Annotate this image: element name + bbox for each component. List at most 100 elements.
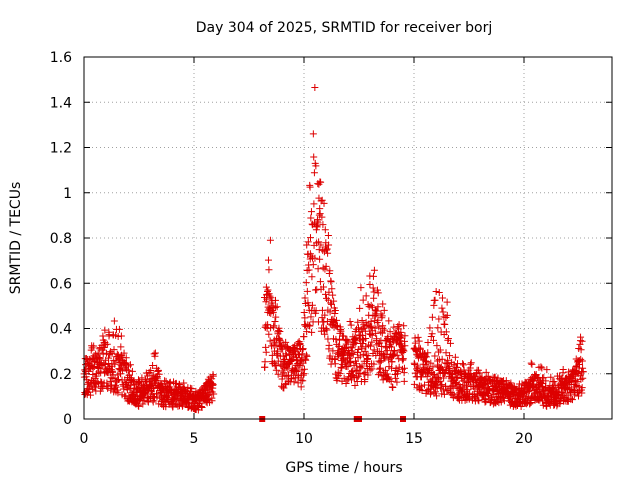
data-point	[451, 353, 459, 361]
data-point	[373, 335, 381, 343]
data-point	[126, 361, 134, 369]
y-tick-label: 0.6	[50, 276, 72, 292]
data-point	[423, 373, 431, 381]
data-point	[367, 317, 375, 325]
data-point	[374, 316, 382, 324]
data-point	[434, 324, 442, 332]
data-point	[359, 332, 367, 340]
data-point	[438, 294, 446, 302]
data-point	[103, 379, 111, 387]
y-tick-label: 0	[63, 412, 72, 428]
data-point	[420, 366, 428, 374]
data-point	[443, 311, 451, 319]
data-point	[117, 332, 125, 340]
data-point	[111, 360, 119, 368]
data-point	[357, 326, 365, 334]
x-tick-label: 0	[80, 431, 89, 447]
data-point	[368, 338, 376, 346]
data-point	[273, 303, 281, 311]
data-point	[307, 208, 315, 216]
data-point	[400, 347, 408, 355]
data-point	[392, 374, 400, 382]
data-point	[429, 336, 437, 344]
data-point	[331, 360, 339, 368]
data-point	[149, 362, 157, 370]
data-point	[310, 153, 318, 161]
data-point	[276, 328, 284, 336]
data-point	[369, 284, 377, 292]
data-point	[326, 267, 334, 275]
data-point	[161, 377, 169, 385]
data-point	[111, 381, 119, 389]
data-point	[340, 332, 348, 340]
data-point	[570, 372, 578, 380]
data-point	[354, 318, 362, 326]
data-point	[94, 364, 102, 372]
data-point	[380, 306, 388, 314]
data-point	[340, 356, 348, 364]
data-point	[314, 216, 322, 224]
data-point	[399, 355, 407, 363]
data-point	[354, 346, 362, 354]
plot-frame	[83, 56, 613, 420]
data-point	[264, 286, 272, 294]
data-point	[266, 337, 274, 345]
data-point	[280, 384, 288, 392]
data-point	[312, 162, 320, 170]
data-point	[400, 364, 408, 372]
x-tick-label: 10	[295, 431, 313, 447]
data-point	[482, 368, 490, 376]
data-point	[316, 210, 324, 218]
data-point	[532, 370, 540, 378]
data-point	[299, 345, 307, 353]
data-point	[290, 378, 298, 386]
data-point	[127, 381, 135, 389]
data-point	[308, 328, 316, 336]
data-point	[356, 369, 364, 377]
data-point	[474, 396, 482, 404]
data-point	[319, 283, 327, 291]
data-point	[361, 347, 369, 355]
data-point	[300, 309, 308, 317]
data-point	[459, 360, 467, 368]
x-tick-label: 20	[515, 431, 533, 447]
data-point	[370, 360, 378, 368]
data-point	[348, 344, 356, 352]
data-point	[303, 328, 311, 336]
data-point	[466, 389, 474, 397]
data-point	[420, 364, 428, 372]
data-point	[266, 236, 274, 244]
data-point	[426, 369, 434, 377]
data-point	[366, 280, 374, 288]
data-point	[139, 400, 147, 408]
data-point	[172, 379, 180, 387]
data-point	[356, 304, 364, 312]
data-point	[272, 366, 280, 374]
data-point	[358, 316, 366, 324]
data-point	[538, 364, 546, 372]
data-point	[346, 318, 354, 326]
x-tick-label: 15	[405, 431, 423, 447]
data-point	[99, 350, 107, 358]
data-point	[303, 352, 311, 360]
data-point	[578, 384, 586, 392]
data-point	[567, 395, 575, 403]
data-point	[359, 350, 367, 358]
data-point	[307, 313, 315, 321]
data-point	[445, 363, 453, 371]
data-point	[370, 294, 378, 302]
data-point	[317, 241, 325, 249]
data-point	[336, 370, 344, 378]
data-point	[578, 337, 586, 345]
data-point	[208, 397, 216, 405]
data-point	[262, 343, 270, 351]
data-point	[568, 396, 576, 404]
data-point	[347, 321, 355, 329]
data-point	[262, 348, 270, 356]
data-point	[305, 266, 313, 274]
data-point	[386, 328, 394, 336]
data-point	[578, 357, 586, 365]
data-point	[393, 351, 401, 359]
data-point	[377, 328, 385, 336]
